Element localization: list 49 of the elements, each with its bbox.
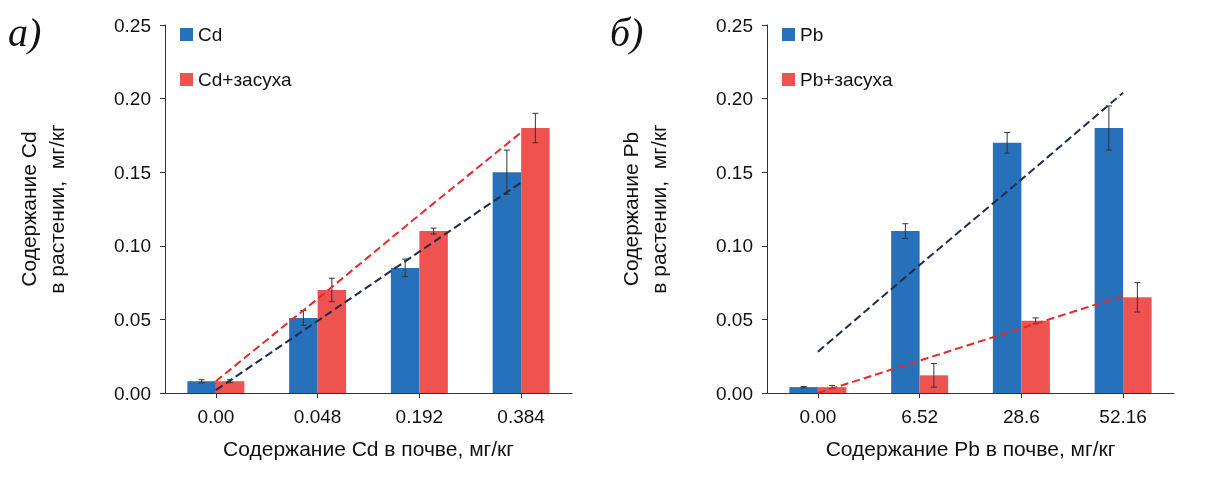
y-tick-label: 0.00 bbox=[114, 382, 151, 404]
bar bbox=[1123, 297, 1152, 393]
bar bbox=[215, 381, 245, 393]
text: а) bbox=[8, 9, 42, 55]
y-tick-label: 0.25 bbox=[716, 14, 753, 36]
legend-label: Pb+засуха bbox=[800, 69, 893, 90]
x-tick-label: 0.00 bbox=[197, 406, 235, 427]
x-tick-label: 0.00 bbox=[799, 406, 837, 427]
x-tick-label: 0.048 bbox=[293, 406, 342, 427]
x-tick-label: 28.6 bbox=[1002, 406, 1040, 427]
line-series bbox=[816, 294, 1125, 394]
bar bbox=[492, 172, 522, 393]
x-tick-label: 52.16 bbox=[1099, 406, 1147, 427]
legend-label: Cd+засуха bbox=[198, 69, 292, 90]
bar bbox=[1021, 320, 1050, 393]
bar bbox=[289, 317, 318, 393]
y-axis-title: Содержание Pb в растении, мг/кг bbox=[618, 124, 670, 294]
x-tick-label: 6.52 bbox=[901, 406, 939, 427]
legend-label: Cd bbox=[198, 24, 223, 45]
y-tick-label: 0.10 bbox=[716, 235, 753, 257]
bar bbox=[992, 142, 1022, 393]
y-tick-label: 0.15 bbox=[114, 161, 151, 183]
y-tick-label: 0.05 bbox=[716, 308, 753, 330]
x-axis-title: Содержание Cd в почве, мг/кг bbox=[223, 437, 515, 460]
y-tick-label: 0.20 bbox=[114, 88, 151, 110]
y-tick-label: 0.25 bbox=[114, 14, 151, 36]
line-series bbox=[816, 91, 1125, 353]
y-tick-label: 0.15 bbox=[716, 161, 753, 183]
bar bbox=[1094, 128, 1124, 393]
y-tick-label: 0.20 bbox=[716, 88, 753, 110]
bar bbox=[521, 128, 550, 393]
bar bbox=[919, 375, 949, 393]
bar bbox=[390, 267, 420, 393]
bar bbox=[789, 387, 818, 393]
y-tick-label: 0.00 bbox=[716, 382, 753, 404]
text: б) bbox=[610, 9, 644, 55]
x-axis-title: Содержание Pb в почве, мг/кг bbox=[825, 437, 1116, 460]
x-tick-label: 0.192 bbox=[395, 406, 444, 427]
x-tick-label: 0.384 bbox=[497, 406, 546, 427]
y-tick-label: 0.10 bbox=[114, 235, 151, 257]
line-series bbox=[214, 131, 523, 383]
bar bbox=[891, 231, 920, 393]
bar bbox=[187, 381, 216, 393]
y-tick-label: 0.05 bbox=[114, 308, 151, 330]
line-series bbox=[214, 181, 523, 392]
legend-label: Pb bbox=[800, 24, 824, 45]
bar bbox=[419, 231, 448, 393]
y-axis-title: Содержание Cd в растении, мг/кг bbox=[16, 124, 68, 294]
bar bbox=[317, 289, 347, 393]
